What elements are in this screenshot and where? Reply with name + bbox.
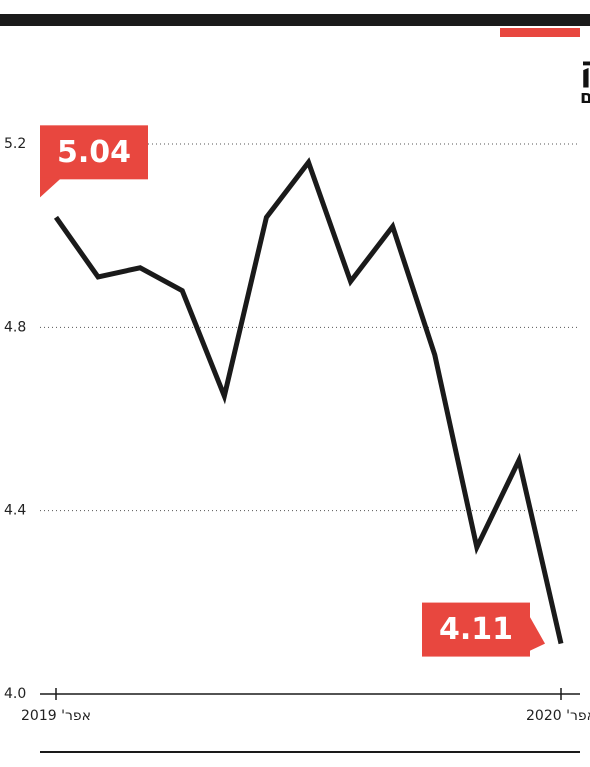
data-label: 5.04 — [57, 135, 131, 170]
top-bar — [0, 14, 590, 26]
callout-box — [422, 602, 530, 657]
x-tick-label: אפר' 2020 — [526, 708, 590, 724]
y-tick-label: 4.0 — [4, 686, 26, 702]
callout-box — [40, 125, 148, 180]
chart-subtitle: יצוא הייטק במיליארדי שקלים — [580, 87, 590, 108]
accent-bar — [500, 28, 580, 37]
y-tick-label: 5.2 — [4, 136, 26, 152]
y-tick-label: 4.8 — [4, 319, 26, 335]
line-series — [53, 157, 564, 645]
data-label: 4.11 — [439, 612, 513, 647]
chart-title: חולשה מתגברת בהייטק — [580, 49, 590, 88]
callout-pointer — [528, 613, 545, 652]
y-tick-label: 4.4 — [4, 503, 26, 519]
callout-pointer — [40, 177, 62, 198]
x-tick-label: אפר' 2019 — [21, 708, 91, 724]
